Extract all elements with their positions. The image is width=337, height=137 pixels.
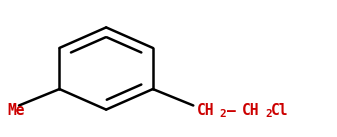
Text: CH: CH	[242, 103, 259, 119]
Text: 2: 2	[220, 109, 226, 119]
Text: 2: 2	[265, 109, 272, 119]
Text: Me: Me	[7, 103, 24, 119]
Text: Cl: Cl	[271, 103, 288, 119]
Text: CH: CH	[197, 103, 214, 119]
Text: —: —	[227, 103, 236, 119]
